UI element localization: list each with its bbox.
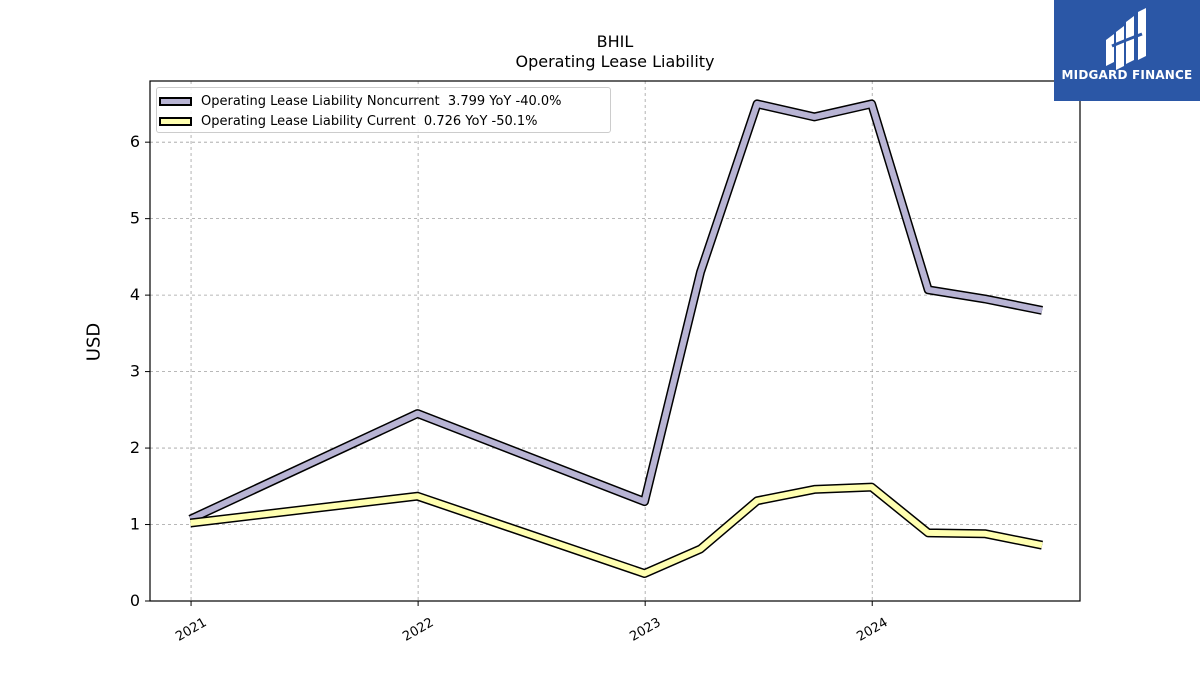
series-outline-current (189, 482, 1043, 578)
axis-ticks: 0 1 2 3 4 5 6 2021 2022 2023 2024 (130, 132, 891, 645)
y-tick-label: 3 (130, 362, 140, 381)
y-tick-label: 0 (130, 591, 140, 610)
legend-item-noncurrent: Operating Lease Liability Noncurrent 3.7… (159, 92, 562, 110)
x-tick-label: 2022 (400, 615, 436, 645)
plot-frame (149, 80, 1081, 602)
y-tick-label: 1 (130, 515, 140, 534)
x-tick-label: 2023 (627, 615, 663, 645)
series-line-current (190, 484, 1043, 577)
chart-title: BHIL (596, 32, 634, 51)
legend-swatch-noncurrent (159, 96, 192, 106)
legend: Operating Lease Liability Noncurrent 3.7… (156, 87, 611, 133)
y-tick-label: 6 (130, 132, 140, 151)
legend-label-current: Operating Lease Liability Current 0.726 … (201, 113, 538, 129)
series-lines (188, 99, 1043, 578)
series-line-noncurrent (189, 100, 1043, 522)
chart-subtitle: Operating Lease Liability (515, 52, 715, 71)
x-tick-label: 2024 (854, 615, 890, 645)
legend-swatch-current (159, 116, 192, 126)
midgard-logo-icon (1106, 8, 1146, 70)
legend-item-current: Operating Lease Liability Current 0.726 … (159, 112, 538, 130)
logo-text: MIDGARD FINANCE (1061, 68, 1193, 82)
x-tick-label: 2021 (173, 615, 209, 645)
y-tick-label: 2 (130, 438, 140, 457)
midgard-logo: MIDGARD FINANCE (1054, 0, 1200, 101)
y-axis-label: USD (83, 322, 105, 362)
y-tick-label: 5 (130, 209, 140, 228)
legend-label-noncurrent: Operating Lease Liability Noncurrent 3.7… (201, 93, 562, 109)
grid (150, 81, 1080, 602)
y-tick-label: 4 (130, 285, 140, 304)
